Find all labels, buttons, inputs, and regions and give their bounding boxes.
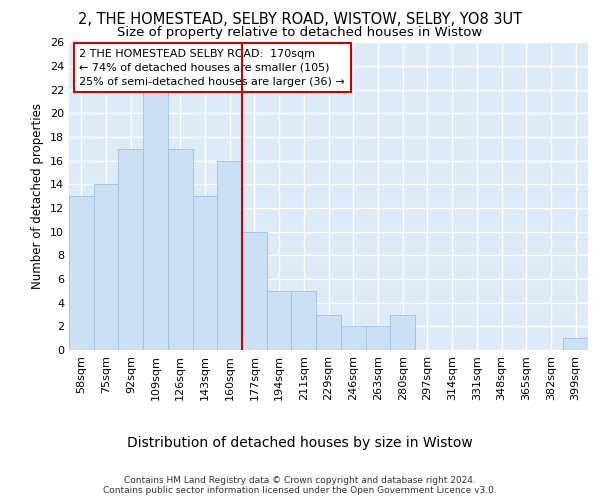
Bar (69, 196, 94, 350)
Bar (94, 184, 118, 350)
Bar (292, 291, 316, 350)
Bar (365, 326, 390, 350)
Text: 2, THE HOMESTEAD, SELBY ROAD, WISTOW, SELBY, YO8 3UT: 2, THE HOMESTEAD, SELBY ROAD, WISTOW, SE… (78, 12, 522, 28)
Text: Contains HM Land Registry data © Crown copyright and database right 2024.
Contai: Contains HM Land Registry data © Crown c… (103, 476, 497, 495)
Bar (168, 149, 193, 350)
Bar (390, 314, 415, 350)
Bar (316, 314, 341, 350)
Bar (242, 232, 267, 350)
Bar (217, 161, 242, 350)
Text: Size of property relative to detached houses in Wistow: Size of property relative to detached ho… (118, 26, 482, 39)
Bar (267, 291, 292, 350)
Bar (143, 90, 168, 350)
Y-axis label: Number of detached properties: Number of detached properties (31, 104, 44, 289)
Bar (563, 338, 588, 350)
Bar (341, 326, 365, 350)
Text: 2 THE HOMESTEAD SELBY ROAD:  170sqm
← 74% of detached houses are smaller (105)
2: 2 THE HOMESTEAD SELBY ROAD: 170sqm ← 74%… (79, 48, 345, 86)
Bar (193, 196, 217, 350)
Bar (118, 149, 143, 350)
Text: Distribution of detached houses by size in Wistow: Distribution of detached houses by size … (127, 436, 473, 450)
